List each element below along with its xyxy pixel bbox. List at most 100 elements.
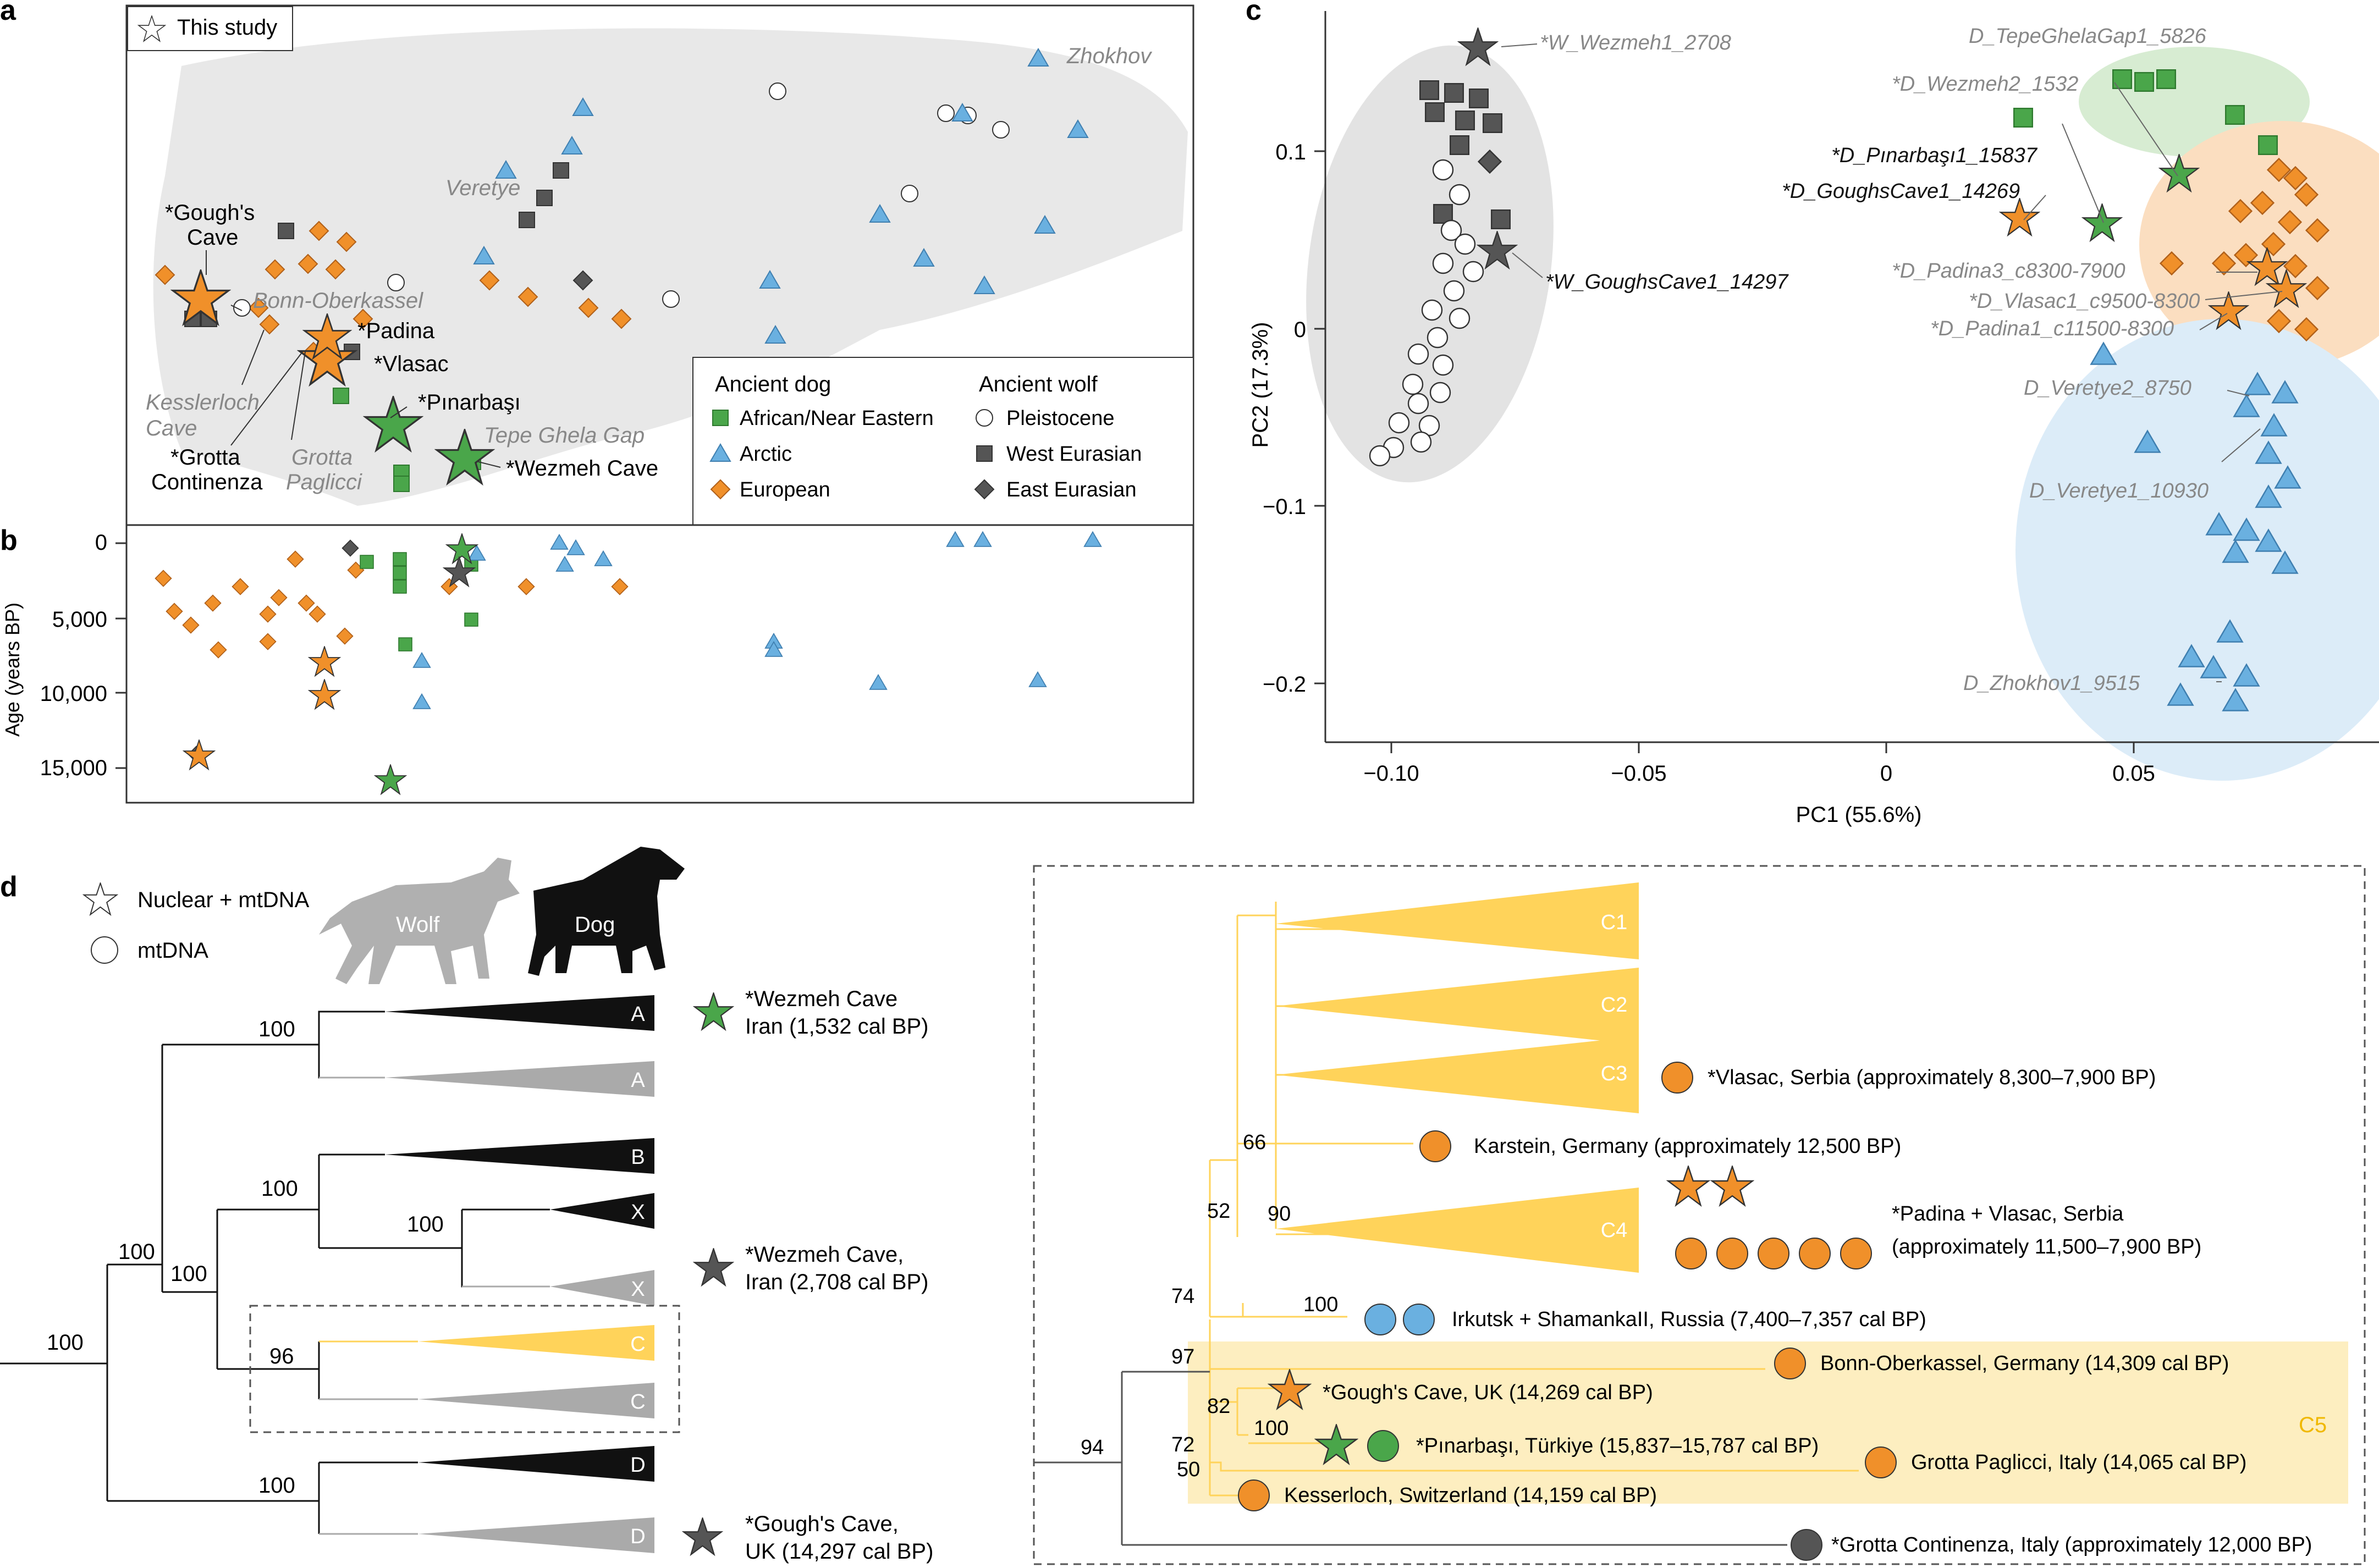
clade-label-c: C [630, 1333, 645, 1356]
clade-c-wolf [418, 1383, 654, 1418]
pca-ytick-1: 0 [1294, 318, 1306, 342]
map-leader-lines [206, 250, 501, 468]
legend-this-study-label: This study [177, 15, 277, 40]
pca-xtick-2: 0 [1880, 761, 1892, 786]
support-94: 94 [1081, 1436, 1104, 1459]
clade-labels: A A B X X C C D D [630, 1003, 645, 1548]
support-ab: 100 [118, 1240, 155, 1264]
legend-wolf-item-1: Pleistocene [1006, 407, 1114, 430]
tip-padina-vlasac: *Padina + Vlasac, Serbia [1892, 1202, 2124, 1225]
pca-label-wezmeh1: *W_Wezmeh1_2708 [1540, 31, 1731, 54]
wolf-label: Wolf [396, 913, 440, 937]
panel-c-subtree: C5 C1 C2 C3 C4 66 52 90 74 100 97 82 100… [1033, 865, 2366, 1565]
pca-label-dgoughs: *D_GoughsCave1_14269 [1782, 180, 2020, 203]
label-goughs: *Gough's [165, 201, 255, 225]
label-kesslerloch: Kesslerloch [146, 390, 260, 415]
label-padina: *Padina [357, 319, 435, 343]
pca-ytick-0: 0.1 [1275, 140, 1306, 164]
pca-label-veretye2: D_Veretye2_8750 [2024, 377, 2191, 400]
left-support-values: 100 100 100 100 100 96 100 100 [47, 1017, 444, 1498]
subtree-root [1034, 1371, 1787, 1546]
tip-goughs: *Gough's Cave, UK (14,269 cal BP) [1323, 1381, 1653, 1404]
pca-ticks [1314, 150, 2135, 753]
support-74: 74 [1171, 1285, 1194, 1308]
pca-xtick-3: 0.05 [2112, 761, 2155, 786]
tip-vlasac: *Vlasac, Serbia (approximately 8,300–7,9… [1708, 1066, 2156, 1089]
support-50: 50 [1177, 1458, 1200, 1481]
support-82: 82 [1207, 1395, 1230, 1418]
pca-label-padina3: *D_Padina3_c8300-7900 [1892, 260, 2125, 283]
annot-goughs: *Gough's Cave, [745, 1512, 899, 1536]
legend-dog-item-3: European [740, 478, 830, 501]
label-grotta-c: *Grotta [170, 445, 240, 470]
support-c: 96 [269, 1344, 294, 1368]
support-b: 100 [261, 1177, 298, 1201]
pca-label-vlasac1: *D_Vlasac1_c9500-8300 [1969, 290, 2200, 313]
tip-paglicci: Grotta Paglicci, Italy (14,065 cal BP) [1911, 1451, 2246, 1474]
support-52: 52 [1207, 1200, 1230, 1223]
label-grotta-p-2: Paglicci [286, 470, 362, 494]
label-grotta-p: Grotta [291, 445, 353, 470]
clade-x-wolf [550, 1270, 654, 1306]
legend-wolf-item-3: East Eurasian [1006, 478, 1137, 501]
clade-a-dog [385, 995, 654, 1031]
axis-label-age: Age (years BP) [1, 603, 24, 737]
ellipse-european [2139, 121, 2379, 368]
annot-wezmeh-2b: Iran (2,708 cal BP) [745, 1270, 929, 1294]
clade-b-dog [385, 1138, 654, 1174]
pca-label-veretye1: D_Veretye1_10930 [2029, 479, 2209, 503]
dog-label: Dog [575, 913, 615, 937]
legend-mt: mtDNA [137, 938, 208, 963]
legend-this-study: This study [127, 6, 293, 51]
clade-d-wolf [418, 1517, 654, 1553]
annot-goughs-b: UK (14,297 cal BP) [745, 1539, 933, 1564]
pca-xlabel: PC1 (55.6%) [1796, 803, 1922, 827]
panel-b: b Age (years BP) 0 5,000 10,000 15,000 [0, 524, 1194, 804]
tip-irkutsk: Irkutsk + ShamankaII, Russia (7,400–7,35… [1452, 1308, 1926, 1331]
tip-grotta-continenza: *Grotta Continenza, Italy (approximately… [1831, 1533, 2312, 1556]
pca-label-tepe: D_TepeGhelaGap1_5826 [1969, 25, 2207, 48]
pca-label-zhokhov: D_Zhokhov1_9515 [1963, 672, 2140, 695]
label-kesslerloch-2: Cave [146, 416, 197, 440]
pca-ytick-2: −0.1 [1263, 495, 1306, 519]
annot-wezmeh-1b: Iran (1,532 cal BP) [745, 1014, 929, 1039]
pca-xtick-1: −0.05 [1611, 761, 1666, 786]
tip-karstein: Karstein, Germany (approximately 12,500 … [1474, 1135, 1901, 1158]
annot-wezmeh-2: *Wezmeh Cave, [745, 1243, 904, 1267]
clade-c1 [1276, 882, 1639, 959]
support-72: 72 [1171, 1433, 1194, 1456]
panel-label-a: a [0, 0, 16, 26]
label-tepe: Tepe Ghela Gap [484, 423, 645, 448]
label-zhokhov: Zhokhov [1066, 44, 1152, 68]
support-100a: 100 [1303, 1293, 1338, 1316]
subtree-tip-labels: *Vlasac, Serbia (approximately 8,300–7,9… [1284, 1066, 2312, 1556]
label-pinarbasi: *Pınarbaşı [418, 390, 521, 415]
panel-label-d: d [0, 871, 18, 903]
pca-ylabel: PC2 (17.3%) [1248, 322, 1273, 448]
subtree-tip-markers [1238, 1062, 1897, 1561]
panel-a: a This study Zho [0, 0, 1194, 526]
support-100b: 100 [1254, 1417, 1288, 1440]
clade-label-b: B [631, 1146, 645, 1169]
map-text-labels: Zhokhov Veretye *Gough's Cave Bonn-Oberk… [146, 44, 1152, 494]
clade-label-a: A [631, 1003, 645, 1026]
clade-d-dog [418, 1446, 654, 1482]
age-tick-1: 5,000 [52, 608, 107, 632]
age-tick-2: 10,000 [40, 682, 107, 706]
wolf-silhouette-icon: Wolf [319, 858, 520, 984]
panel-label-c: c [1246, 0, 1262, 26]
annot-wezmeh-1: *Wezmeh Cave [745, 987, 897, 1011]
clade-a-wolf [385, 1061, 654, 1097]
panel-d: d Nuclear + mtDNA mtDNA Wolf Dog A A B X… [0, 847, 933, 1564]
star-icon [83, 882, 118, 915]
clade-c4 [1276, 1188, 1639, 1273]
clade-label-x: X [631, 1201, 645, 1224]
pca-xtick-0: −0.10 [1363, 761, 1419, 786]
support-abx: 100 [170, 1262, 207, 1286]
label-goughs-2: Cave [187, 225, 238, 250]
circle-icon [91, 936, 118, 964]
clade-label-d: D [630, 1454, 645, 1477]
age-tick-0: 0 [95, 531, 107, 555]
legend-dog-item-2: Arctic [740, 443, 792, 466]
c5-label: C5 [2299, 1413, 2327, 1437]
